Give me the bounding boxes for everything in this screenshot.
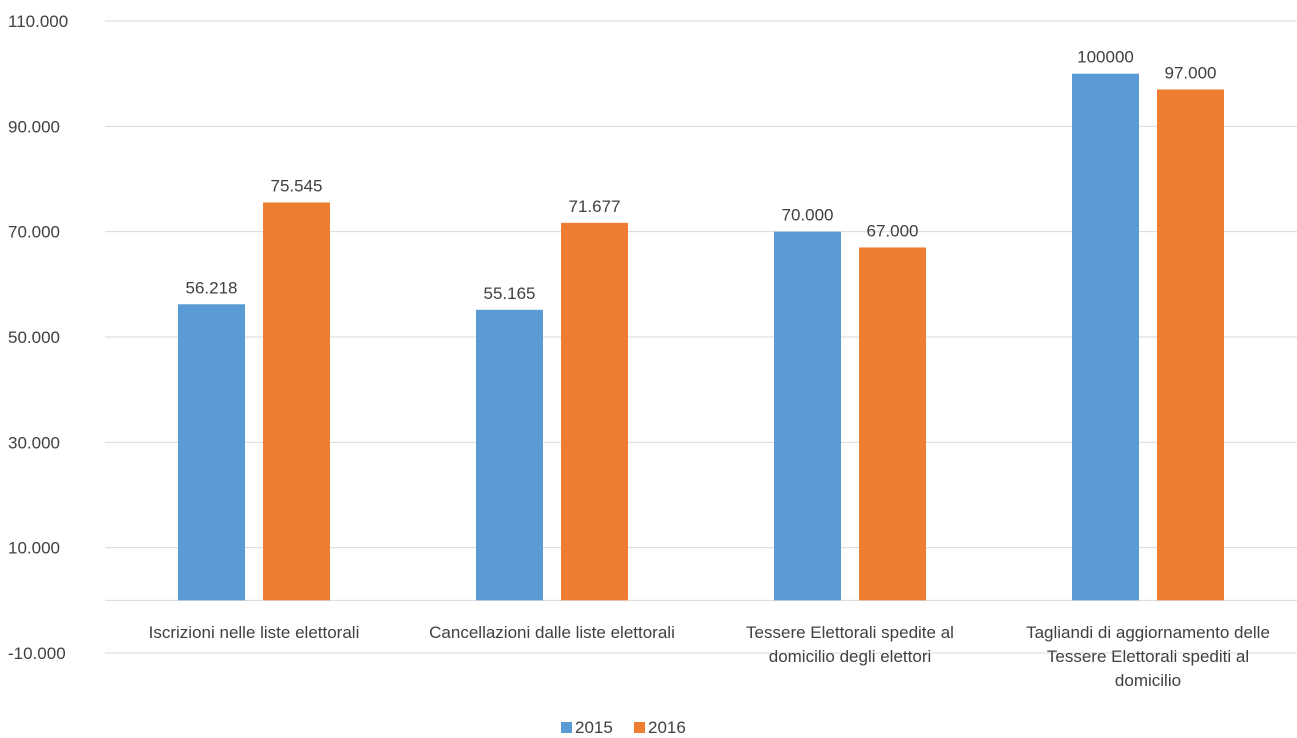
- data-labels: 56.218 75.545 55.165 71.677 70.000 67.000 1000…: [186, 48, 1217, 303]
- category-label: Iscrizioni nelle liste elettorali: [149, 623, 360, 642]
- bar-2015: [774, 231, 841, 601]
- legend-label-2015: 2015: [575, 718, 613, 737]
- category-label: Tessere Elettorali spedite al: [746, 623, 954, 642]
- y-tick-label: 70.000: [8, 223, 60, 242]
- bar-2016: [263, 202, 330, 601]
- data-label-2016: 75.545: [271, 176, 323, 195]
- y-tick-label: 90.000: [8, 117, 60, 136]
- legend-swatch-2016: [634, 722, 645, 733]
- bar-2015: [476, 309, 543, 601]
- data-label-2015: 100000: [1077, 48, 1134, 67]
- category-label: domicilio: [1115, 671, 1181, 690]
- data-label-2015: 56.218: [186, 278, 238, 297]
- category-labels: Iscrizioni nelle liste elettorali Cancell…: [149, 623, 1270, 690]
- bar-2016: [859, 247, 926, 601]
- data-label-2015: 55.165: [484, 284, 536, 303]
- y-tick-label: 30.000: [8, 433, 60, 452]
- bar-2016: [1157, 89, 1224, 601]
- bar-2015: [178, 304, 245, 601]
- data-label-2015: 70.000: [782, 206, 834, 225]
- legend-swatch-2015: [561, 722, 572, 733]
- data-label-2016: 71.677: [569, 197, 621, 216]
- y-tick-label: -10.000: [8, 644, 66, 663]
- category-label: domicilio degli elettori: [769, 647, 932, 666]
- category-label: Cancellazioni dalle liste elettorali: [429, 623, 675, 642]
- y-tick-label: 10.000: [8, 539, 60, 558]
- y-tick-label: 50.000: [8, 328, 60, 347]
- y-axis-tick-labels: -10.000 10.000 30.000 50.000 70.000 90.000 110…: [8, 12, 68, 663]
- bar-2015: [1072, 73, 1139, 601]
- legend: 2015 2016: [561, 718, 686, 737]
- data-label-2016: 97.000: [1165, 63, 1217, 82]
- data-label-2016: 67.000: [867, 221, 919, 240]
- bar-2016: [561, 222, 628, 601]
- y-tick-label: 110.000: [8, 12, 68, 31]
- category-label: Tagliandi di aggiornamento delle: [1026, 623, 1270, 642]
- legend-label-2016: 2016: [648, 718, 686, 737]
- bars: [178, 73, 1224, 601]
- category-label: Tessere Elettorali spediti al: [1047, 647, 1249, 666]
